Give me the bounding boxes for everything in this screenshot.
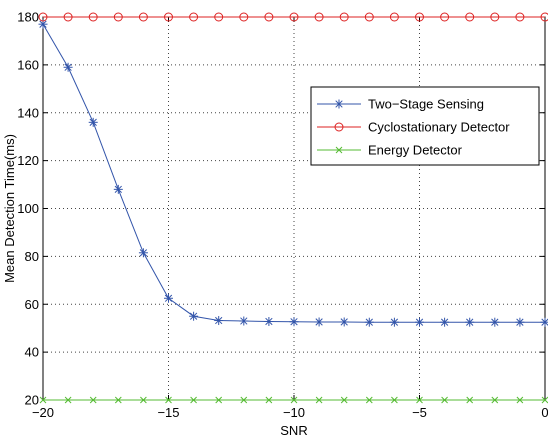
circle-marker — [38, 12, 48, 22]
x-marker — [265, 396, 273, 404]
circle-marker — [334, 122, 344, 132]
x-marker — [416, 396, 423, 404]
y-tick-label: 140 — [17, 105, 39, 120]
y-tick-label: 20 — [25, 393, 39, 408]
x-marker — [165, 396, 172, 404]
x-tick-label: 0 — [541, 405, 548, 420]
x-marker — [290, 396, 298, 404]
series-3 — [39, 396, 548, 404]
circle-marker — [264, 12, 274, 22]
x-tick-label: −5 — [412, 405, 427, 420]
x-axis-label: SNR — [280, 423, 307, 438]
legend-label: Two−Stage Sensing — [368, 97, 484, 112]
y-axis-label: Mean Detection Time(ms) — [2, 134, 17, 283]
y-tick-label: 40 — [25, 345, 39, 360]
circle-marker — [63, 12, 73, 22]
x-marker — [516, 396, 524, 404]
x-marker — [64, 396, 72, 404]
circle-marker — [339, 12, 349, 22]
x-marker — [541, 396, 548, 404]
circle-marker — [515, 12, 525, 22]
series-2 — [38, 12, 548, 22]
asterisk-marker — [490, 317, 500, 327]
circle-marker — [415, 12, 424, 22]
asterisk-marker — [465, 317, 475, 327]
x-tick-label: −15 — [157, 405, 179, 420]
series-group — [38, 12, 548, 404]
x-marker — [315, 396, 323, 404]
y-tick-label: 80 — [25, 249, 39, 264]
circle-marker — [540, 12, 548, 22]
circle-marker — [214, 12, 224, 22]
asterisk-marker — [38, 19, 48, 29]
asterisk-marker — [289, 317, 299, 327]
x-marker — [89, 396, 97, 404]
x-tick-label: −10 — [283, 405, 305, 420]
x-marker — [365, 396, 373, 404]
asterisk-marker — [440, 317, 450, 327]
asterisk-marker — [314, 317, 324, 327]
y-tick-label: 60 — [25, 297, 39, 312]
circle-marker — [113, 12, 123, 22]
asterisk-marker — [88, 117, 98, 127]
asterisk-marker — [364, 317, 374, 327]
x-marker — [114, 396, 122, 404]
asterisk-marker — [540, 317, 548, 327]
circle-marker — [138, 12, 148, 22]
circle-marker — [88, 12, 98, 22]
x-marker — [140, 396, 147, 404]
asterisk-marker — [138, 248, 148, 258]
x-marker — [340, 396, 348, 404]
x-marker — [466, 396, 474, 404]
circle-marker — [164, 12, 173, 22]
circle-marker — [189, 12, 199, 22]
asterisk-marker — [164, 293, 173, 303]
x-marker — [335, 146, 343, 154]
x-tick-label: −20 — [32, 405, 54, 420]
legend: Two−Stage Sensing Cyclostationary Detecto… — [310, 86, 540, 166]
legend-label: Cyclostationary Detector — [368, 120, 510, 135]
axis-ticks: −20 −15 −10 −5 0 20 40 60 80 100 120 140 160 180 — [17, 10, 548, 421]
circle-marker — [440, 12, 450, 22]
asterisk-marker — [334, 99, 344, 109]
asterisk-marker — [389, 317, 399, 327]
asterisk-marker — [63, 62, 73, 72]
asterisk-marker — [515, 317, 525, 327]
asterisk-marker — [239, 316, 249, 326]
y-tick-label: 100 — [17, 201, 39, 216]
circle-marker — [289, 12, 299, 22]
asterisk-marker — [415, 317, 424, 327]
circle-marker — [490, 12, 500, 22]
series-1 — [38, 19, 548, 327]
x-marker — [240, 396, 248, 404]
legend-box — [310, 86, 540, 166]
y-tick-label: 180 — [17, 10, 39, 25]
asterisk-marker — [189, 311, 199, 321]
circle-marker — [389, 12, 399, 22]
y-tick-label: 160 — [17, 57, 39, 72]
x-marker — [190, 396, 197, 404]
x-marker — [391, 396, 398, 404]
asterisk-marker — [339, 317, 349, 327]
grid — [43, 17, 545, 400]
circle-marker — [239, 12, 249, 22]
x-marker — [441, 396, 448, 404]
x-marker — [39, 396, 47, 404]
x-marker — [491, 396, 499, 404]
legend-label: Energy Detector — [368, 143, 463, 158]
asterisk-marker — [113, 184, 123, 194]
y-tick-label: 120 — [17, 153, 39, 168]
asterisk-marker — [264, 316, 274, 326]
x-marker — [215, 396, 223, 404]
asterisk-marker — [214, 316, 224, 326]
circle-marker — [465, 12, 475, 22]
circle-marker — [314, 12, 324, 22]
plot-area — [42, 16, 546, 401]
circle-marker — [364, 12, 374, 22]
